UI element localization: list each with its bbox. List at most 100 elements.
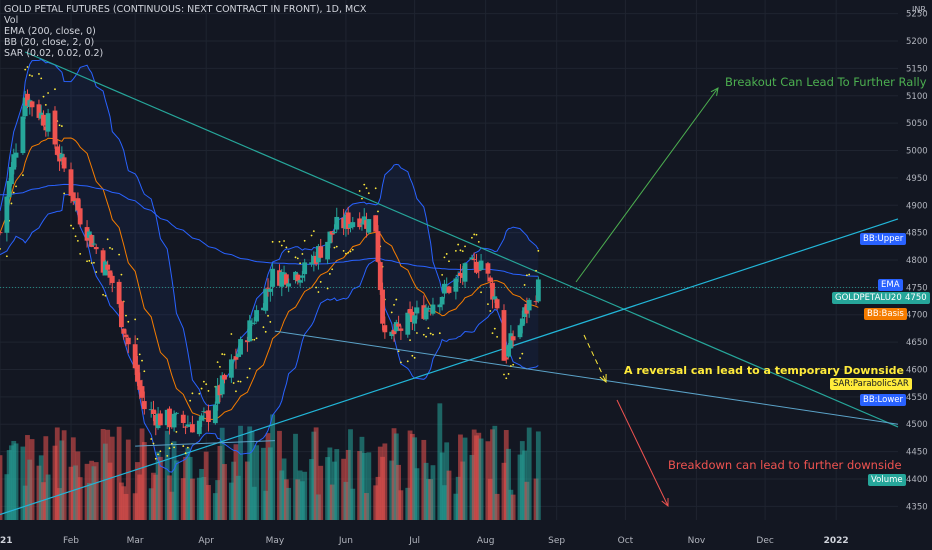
candle-body bbox=[398, 328, 404, 331]
candle-body bbox=[279, 272, 285, 287]
candle-body bbox=[490, 282, 495, 300]
ascending-trendline bbox=[0, 218, 899, 516]
candle-body bbox=[254, 310, 259, 322]
sar-dot bbox=[445, 253, 448, 255]
candle-body bbox=[75, 198, 81, 211]
volume-bar bbox=[45, 474, 51, 520]
sar-dot bbox=[232, 382, 235, 384]
candle-body bbox=[487, 277, 493, 282]
volume-bar bbox=[492, 425, 498, 520]
candle-body bbox=[501, 310, 507, 361]
candle-body bbox=[151, 409, 156, 414]
candle-body bbox=[510, 336, 516, 341]
candle-body bbox=[283, 274, 289, 285]
sar-dot bbox=[390, 311, 393, 314]
legend-volume[interactable]: Vol bbox=[4, 15, 19, 26]
candle-body bbox=[519, 318, 525, 326]
sar-dot bbox=[159, 450, 162, 453]
sar-dot bbox=[223, 353, 226, 356]
candle-body bbox=[247, 320, 253, 342]
volume-bar bbox=[478, 438, 484, 520]
candle-body bbox=[446, 286, 452, 293]
candle-body bbox=[41, 114, 46, 126]
candle-body bbox=[190, 424, 195, 433]
candle-body bbox=[517, 325, 523, 338]
sar-dot bbox=[60, 125, 63, 127]
candle-body bbox=[139, 386, 145, 398]
tag-bb-lower: BB:Lower bbox=[860, 394, 906, 406]
sar-dot bbox=[74, 235, 77, 238]
candle-body bbox=[231, 359, 237, 361]
candle-body bbox=[6, 180, 12, 198]
volume-bar bbox=[173, 460, 179, 520]
candle-body bbox=[235, 353, 241, 357]
sar-dot bbox=[134, 318, 137, 321]
sar-dot bbox=[358, 190, 361, 192]
sar-dot bbox=[230, 333, 233, 335]
candle-body bbox=[20, 116, 26, 154]
candle-body bbox=[201, 411, 207, 413]
tag-volume: Volume bbox=[868, 474, 906, 486]
volume-bar bbox=[334, 449, 340, 520]
candle-body bbox=[265, 287, 271, 289]
y-tick-label: 5250 bbox=[906, 10, 928, 20]
sar-dot bbox=[422, 333, 425, 336]
sar-dot bbox=[207, 390, 210, 392]
tag-sar: SAR:ParabolicSAR bbox=[830, 378, 912, 390]
volume-bar bbox=[206, 485, 211, 520]
sar-dot bbox=[95, 271, 98, 273]
candle-body bbox=[430, 304, 436, 314]
candle-body bbox=[485, 263, 491, 274]
candle-body bbox=[54, 146, 60, 155]
sar-dot bbox=[285, 246, 288, 249]
sar-dot bbox=[88, 259, 91, 262]
currency-label: INR bbox=[912, 5, 926, 14]
volume-bar bbox=[494, 493, 500, 520]
sar-dot bbox=[310, 234, 313, 237]
volume-bar bbox=[116, 426, 122, 520]
candle-body bbox=[533, 301, 539, 303]
volume-bar bbox=[77, 477, 83, 520]
candle-body bbox=[199, 415, 204, 421]
volume-bar bbox=[293, 433, 298, 520]
y-tick-label: 4500 bbox=[906, 420, 928, 430]
candle-body bbox=[141, 401, 147, 410]
y-tick-label: 5000 bbox=[906, 147, 928, 157]
bb-lower-line bbox=[0, 193, 539, 473]
y-tick-label: 4700 bbox=[906, 311, 928, 321]
x-tick-label: Apr bbox=[198, 536, 214, 546]
candle-body bbox=[135, 364, 140, 382]
sar-dot bbox=[173, 446, 176, 449]
sar-dot bbox=[335, 245, 338, 248]
sar-dot bbox=[93, 261, 95, 264]
sar-dot bbox=[235, 390, 237, 393]
sar-dot bbox=[182, 445, 185, 447]
x-tick-label: Dec bbox=[756, 536, 773, 546]
candle-body bbox=[59, 153, 65, 159]
candle-body bbox=[407, 308, 413, 314]
sar-dot bbox=[457, 243, 460, 246]
legend-bb[interactable]: BB (20, close, 2, 0) bbox=[4, 37, 95, 48]
y-tick-label: 4850 bbox=[906, 229, 928, 239]
legend-ema[interactable]: EMA (200, close, 0) bbox=[4, 26, 96, 37]
sar-dot bbox=[70, 224, 72, 227]
candle-body bbox=[123, 334, 129, 338]
sar-dot bbox=[367, 192, 370, 195]
y-tick-label: 4600 bbox=[906, 365, 928, 375]
sar-dot bbox=[287, 250, 290, 253]
legend-sar[interactable]: SAR (0.02, 0.02, 0.2) bbox=[4, 48, 104, 59]
candle-body bbox=[132, 344, 138, 369]
sar-dot bbox=[202, 380, 205, 383]
sar-dot bbox=[168, 447, 171, 450]
breakout-arrow bbox=[575, 87, 719, 283]
candle-body bbox=[4, 196, 10, 233]
volume-bar bbox=[93, 462, 99, 520]
sar-dot bbox=[312, 230, 315, 233]
sar-dot bbox=[480, 291, 482, 294]
sar-dot bbox=[397, 350, 400, 353]
candle-body bbox=[309, 262, 314, 265]
candle-body bbox=[299, 275, 305, 278]
sar-dot bbox=[487, 303, 489, 306]
sar-dot bbox=[22, 174, 24, 177]
